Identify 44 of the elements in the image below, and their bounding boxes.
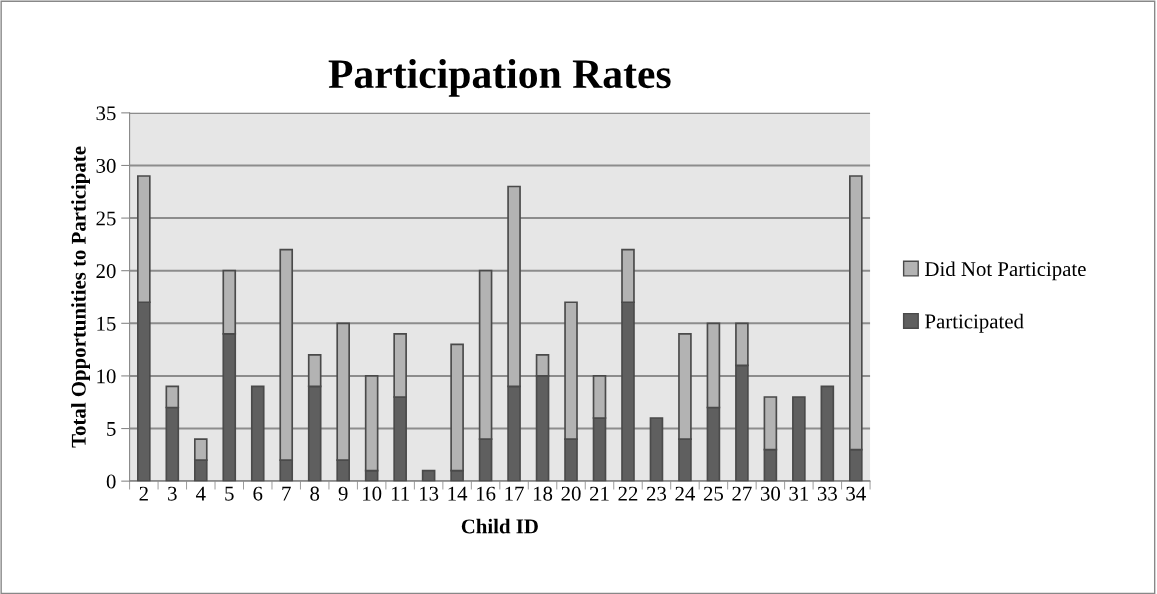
x-tick-label: 4	[195, 486, 206, 501]
bar	[820, 385, 835, 482]
x-tick-label: 18	[533, 486, 553, 501]
x-tick-label: 31	[789, 486, 809, 501]
chart-title: Participation Rates	[328, 58, 671, 97]
y-tick-label: 0	[106, 474, 116, 489]
y-tick-label: 35	[96, 106, 116, 121]
x-tick-label: 27	[732, 486, 752, 501]
x-tick-label: 7	[282, 486, 291, 501]
bar	[421, 469, 436, 482]
x-tick-label: 3	[168, 486, 177, 501]
x-tick-label: 10	[363, 486, 382, 501]
x-tick-label: 21	[590, 486, 609, 501]
legend-label: Participated	[925, 313, 1024, 333]
y-axis-title: Total Opportunities to Participate	[71, 146, 90, 448]
x-tick-label: 33	[817, 486, 837, 501]
x-tick-label: 8	[310, 486, 320, 501]
x-tick-label: 13	[420, 486, 439, 501]
y-tick-label: 20	[96, 264, 116, 279]
x-tick-label: 14	[448, 486, 468, 501]
x-tick-label: 25	[703, 486, 724, 501]
y-tick-label: 15	[97, 316, 116, 331]
y-tick-label: 30	[96, 158, 116, 173]
y-tick-label: 5	[107, 422, 116, 436]
x-tick-label: 22	[618, 486, 638, 501]
bar	[649, 417, 664, 482]
bar	[792, 396, 806, 482]
x-tick-label: 11	[391, 486, 409, 501]
x-tick-label: 9	[338, 486, 348, 501]
x-tick-label: 20	[561, 486, 581, 501]
x-tick-label: 30	[760, 486, 781, 501]
y-tick-label: 25	[96, 211, 116, 226]
y-tick-label: 10	[97, 369, 116, 384]
x-tick-label: 16	[477, 486, 496, 501]
x-tick-label: 2	[139, 486, 148, 501]
legend-label: Did Not Participate	[925, 261, 1086, 281]
x-axis-title: Child ID	[461, 518, 538, 534]
x-tick-label: 5	[225, 486, 234, 501]
x-tick-label: 6	[253, 486, 263, 501]
x-tick-label: 34	[846, 486, 866, 501]
x-tick-label: 17	[505, 486, 524, 501]
x-tick-label: 24	[675, 486, 696, 501]
bar	[250, 385, 265, 482]
x-tick-label: 23	[646, 486, 667, 501]
